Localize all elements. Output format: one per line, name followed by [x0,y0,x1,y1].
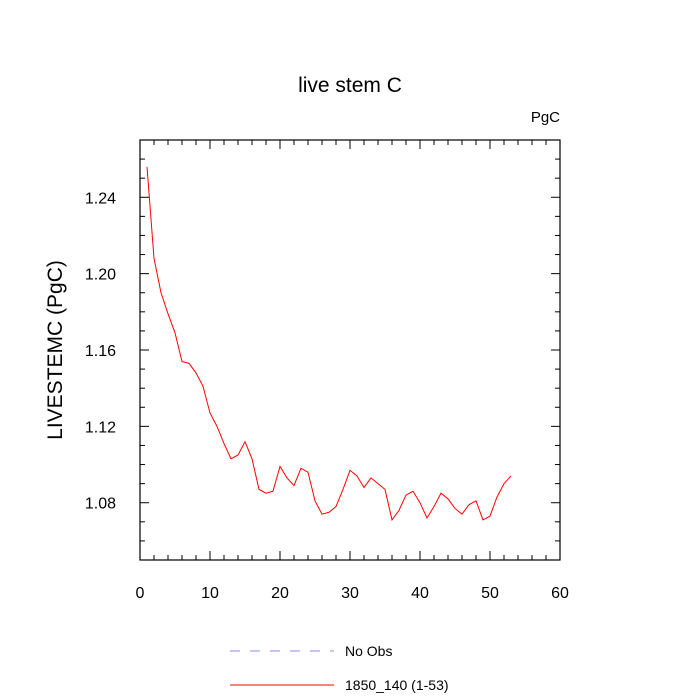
x-axis: 0 10 20 30 40 50 60 [136,140,569,602]
x-tick-label: 0 [136,585,145,602]
x-tick-label: 30 [341,585,359,602]
x-tick-label: 10 [201,585,219,602]
x-tick-label: 20 [271,585,289,602]
y-tick-label: 1.20 [85,267,116,284]
legend-label-no-obs: No Obs [345,643,392,659]
x-tick-label: 50 [481,585,499,602]
y-axis-label: LIVESTEMC (PgC) [44,260,67,440]
x-tick-label: 60 [551,585,569,602]
units-label: PgC [531,109,560,126]
y-tick-label: 1.08 [85,496,116,513]
series-line-0 [146,166,512,522]
y-tick-label: 1.12 [85,419,116,436]
legend-label-1850-140: 1850_140 (1-53) [345,677,449,693]
chart-title: live stem C [298,74,402,97]
legend: No Obs 1850_140 (1-53) [230,643,449,693]
y-tick-label: 1.16 [85,343,116,360]
y-axis: 1.08 1.12 1.16 1.20 1.24 [85,139,560,561]
y-tick-label: 1.24 [85,190,116,207]
x-tick-label: 40 [411,585,429,602]
series-layer [146,166,512,522]
